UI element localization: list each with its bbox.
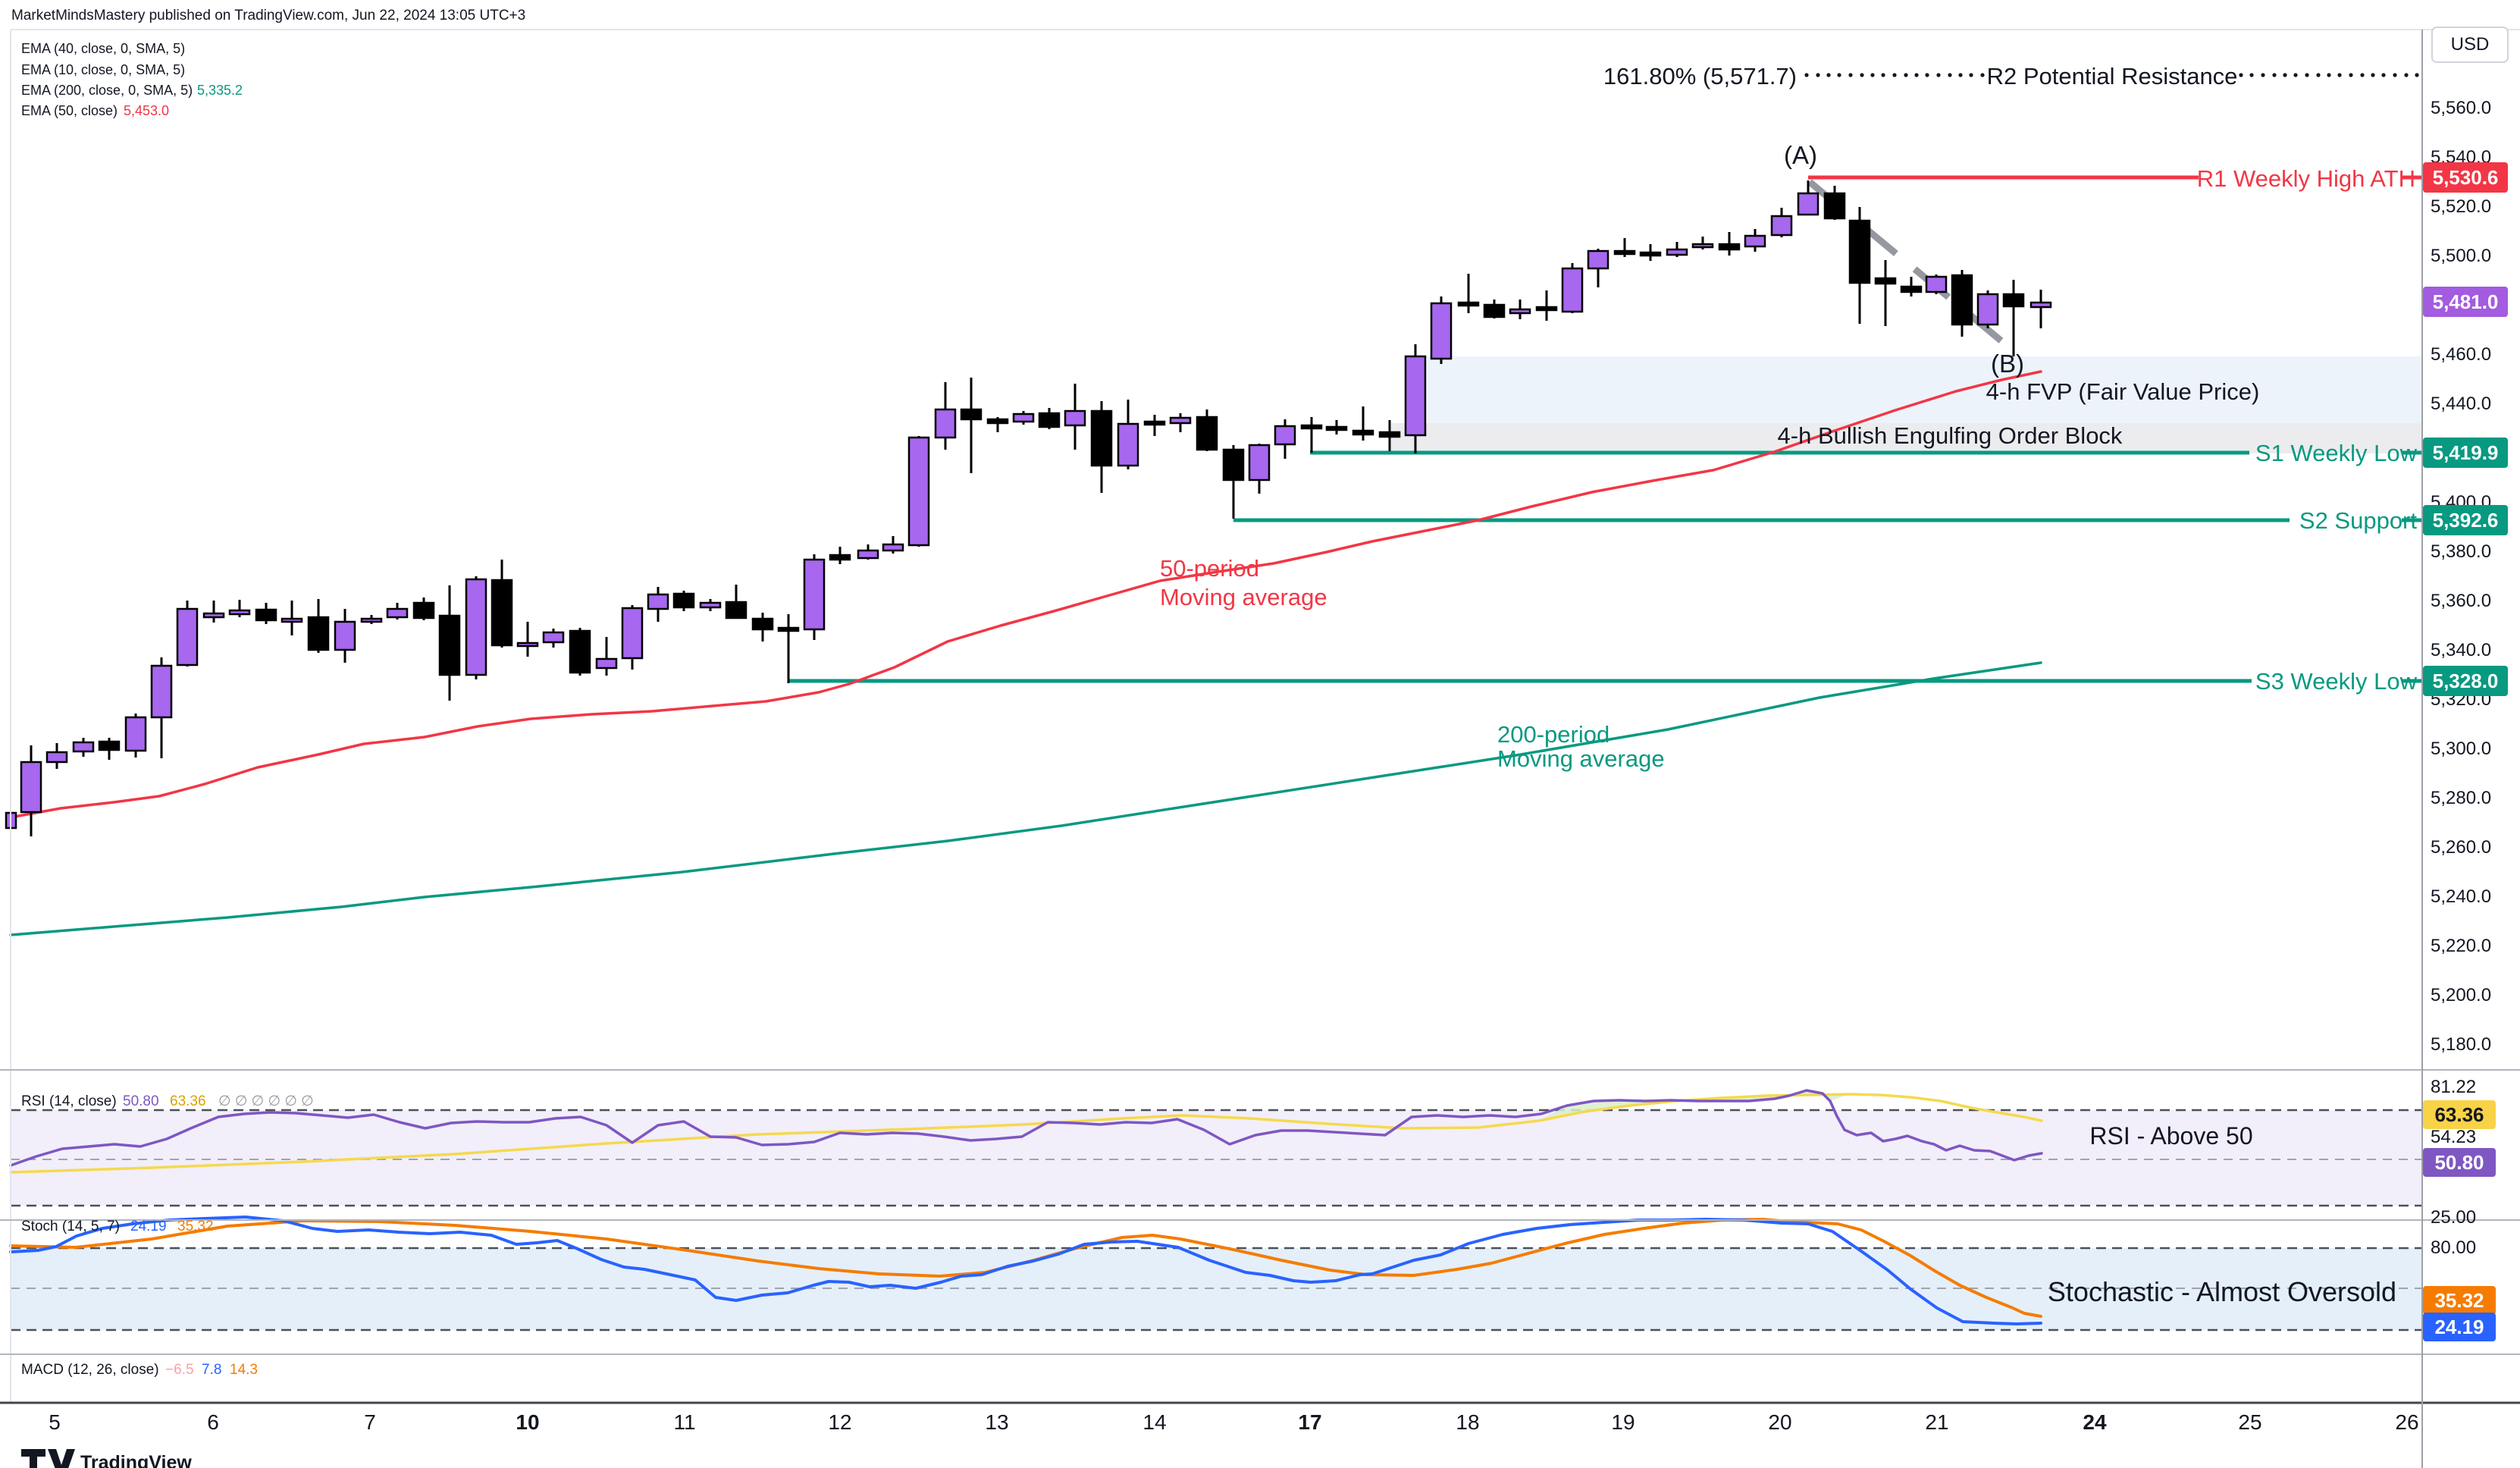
svg-text:RSI - Above 50: RSI - Above 50	[2089, 1122, 2252, 1150]
svg-text:Stoch (14, 5, 7): Stoch (14, 5, 7)	[21, 1219, 120, 1234]
svg-text:50.80: 50.80	[123, 1093, 159, 1109]
svg-text:19: 19	[1611, 1410, 1635, 1434]
svg-text:80.00: 80.00	[2431, 1237, 2476, 1258]
svg-text:R1 Weekly High ATH: R1 Weekly High ATH	[2197, 165, 2415, 192]
svg-text:21: 21	[1925, 1410, 1948, 1434]
svg-text:25: 25	[2238, 1410, 2261, 1434]
svg-text:81.22: 81.22	[2431, 1077, 2476, 1097]
svg-text:RSI (14, close): RSI (14, close)	[21, 1093, 117, 1109]
svg-text:5,220.0: 5,220.0	[2431, 936, 2491, 956]
svg-text:13: 13	[985, 1410, 1008, 1434]
svg-text:5: 5	[49, 1410, 61, 1434]
svg-text:18: 18	[1456, 1410, 1479, 1434]
svg-text:TradingView: TradingView	[80, 1452, 192, 1468]
svg-text:5,530.6: 5,530.6	[2433, 166, 2499, 189]
svg-text:Stochastic - Almost Oversold: Stochastic - Almost Oversold	[2048, 1276, 2396, 1307]
svg-text:5,280.0: 5,280.0	[2431, 788, 2491, 808]
svg-text:50.80: 50.80	[2434, 1151, 2484, 1174]
svg-text:5,335.2: 5,335.2	[197, 83, 243, 98]
svg-text:26: 26	[2395, 1410, 2418, 1434]
svg-text:50-period: 50-period	[1160, 555, 1259, 582]
svg-text:5,453.0: 5,453.0	[124, 103, 169, 118]
svg-text:63.36: 63.36	[2434, 1103, 2484, 1126]
svg-text:10: 10	[516, 1410, 539, 1434]
svg-text:54.23: 54.23	[2431, 1127, 2476, 1147]
svg-text:20: 20	[1768, 1410, 1791, 1434]
svg-text:5,340.0: 5,340.0	[2431, 640, 2491, 660]
svg-text:USD: USD	[2451, 34, 2490, 55]
svg-text:5,260.0: 5,260.0	[2431, 837, 2491, 858]
svg-text:MarketMindsMastery published o: MarketMindsMastery published on TradingV…	[11, 8, 525, 24]
svg-text:5,300.0: 5,300.0	[2431, 739, 2491, 759]
svg-text:S2 Support: S2 Support	[2299, 507, 2417, 534]
svg-text:24.19: 24.19	[2434, 1316, 2484, 1338]
svg-text:5,560.0: 5,560.0	[2431, 98, 2491, 118]
svg-text:5,180.0: 5,180.0	[2431, 1034, 2491, 1055]
svg-text:5,440.0: 5,440.0	[2431, 394, 2491, 414]
svg-text:161.80% (5,571.7): 161.80% (5,571.7)	[1603, 63, 1797, 89]
svg-text:7: 7	[364, 1410, 376, 1434]
svg-text:5,360.0: 5,360.0	[2431, 591, 2491, 611]
svg-text:(B): (B)	[1991, 350, 2024, 378]
svg-text:4-h Bullish Engulfing Order Bl: 4-h Bullish Engulfing Order Block	[1778, 422, 2123, 449]
svg-text:4-h FVP (Fair Value Price): 4-h FVP (Fair Value Price)	[1986, 378, 2260, 405]
svg-text:63.36: 63.36	[170, 1093, 206, 1109]
svg-text:14: 14	[1142, 1410, 1166, 1434]
svg-text:EMA (10, close, 0, SMA, 5): EMA (10, close, 0, SMA, 5)	[21, 62, 185, 77]
svg-text:25.00: 25.00	[2431, 1207, 2476, 1228]
svg-text:5,419.9: 5,419.9	[2433, 441, 2499, 464]
svg-text:5,481.0: 5,481.0	[2433, 290, 2499, 313]
svg-text:5,392.6: 5,392.6	[2433, 509, 2499, 532]
svg-text:EMA (200, close, 0, SMA, 5): EMA (200, close, 0, SMA, 5)	[21, 83, 193, 98]
svg-text:24: 24	[2083, 1410, 2107, 1434]
svg-text:24.19: 24.19	[130, 1219, 167, 1234]
svg-text:5,500.0: 5,500.0	[2431, 246, 2491, 266]
svg-text:∅ ∅ ∅ ∅ ∅ ∅: ∅ ∅ ∅ ∅ ∅ ∅	[218, 1093, 314, 1109]
svg-text:14.3: 14.3	[230, 1362, 258, 1378]
svg-text:17: 17	[1298, 1410, 1321, 1434]
svg-text:5,200.0: 5,200.0	[2431, 985, 2491, 1005]
svg-text:(A): (A)	[1784, 141, 1817, 169]
svg-text:MACD (12, 26, close): MACD (12, 26, close)	[21, 1362, 159, 1378]
svg-text:35.32: 35.32	[177, 1219, 214, 1234]
svg-text:5,460.0: 5,460.0	[2431, 344, 2491, 365]
svg-text:6: 6	[207, 1410, 219, 1434]
svg-text:5,380.0: 5,380.0	[2431, 541, 2491, 562]
svg-text:5,240.0: 5,240.0	[2431, 886, 2491, 907]
svg-text:R2 Potential Resistance: R2 Potential Resistance	[1987, 63, 2238, 89]
svg-text:200-period: 200-period	[1497, 721, 1609, 748]
svg-text:S3 Weekly Low: S3 Weekly Low	[2255, 668, 2418, 695]
svg-text:5,520.0: 5,520.0	[2431, 196, 2491, 217]
svg-text:11: 11	[673, 1410, 695, 1434]
svg-text:EMA (40, close, 0, SMA, 5): EMA (40, close, 0, SMA, 5)	[21, 41, 185, 56]
svg-text:−6.5: −6.5	[165, 1362, 194, 1378]
svg-text:S1 Weekly Low: S1 Weekly Low	[2255, 440, 2418, 466]
svg-text:12: 12	[828, 1410, 851, 1434]
svg-text:Moving average: Moving average	[1497, 745, 1665, 772]
svg-text:Moving average: Moving average	[1160, 584, 1327, 610]
svg-text:35.32: 35.32	[2434, 1289, 2484, 1312]
svg-text:7.8: 7.8	[202, 1362, 221, 1378]
svg-text:EMA (50, close): EMA (50, close)	[21, 103, 118, 118]
svg-text:5,328.0: 5,328.0	[2433, 670, 2499, 692]
